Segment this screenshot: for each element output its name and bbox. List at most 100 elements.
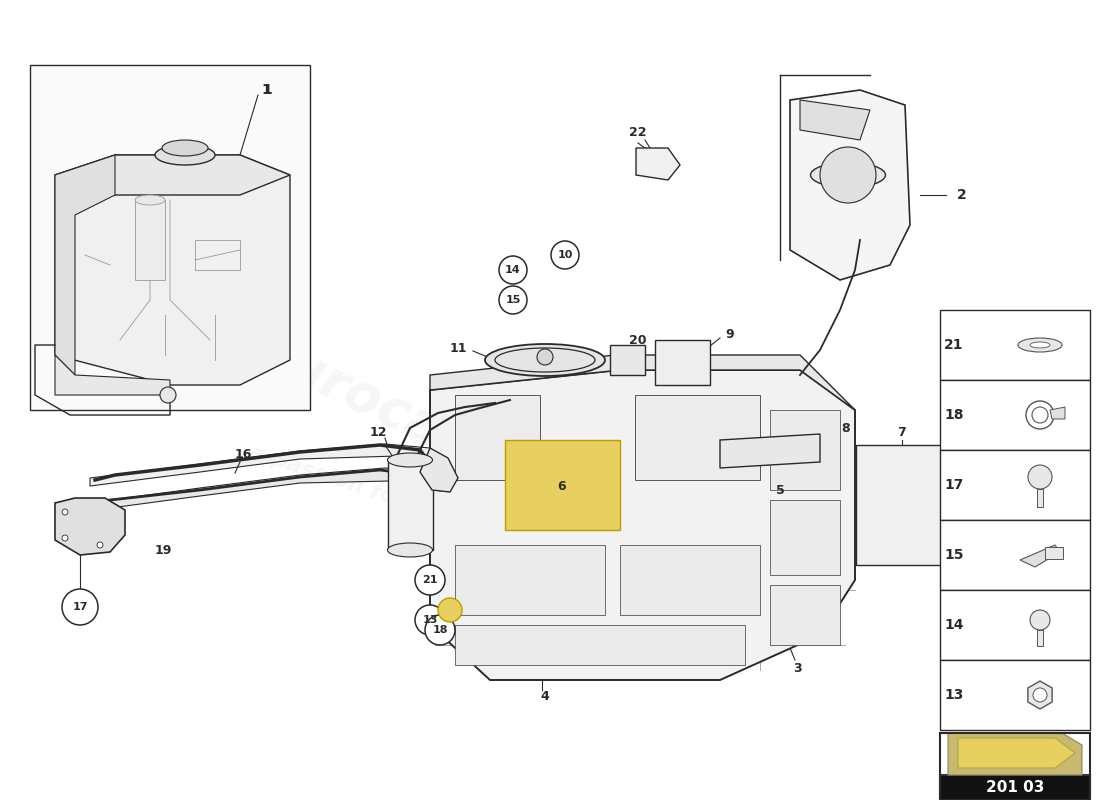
Text: 6: 6 xyxy=(558,481,566,494)
Polygon shape xyxy=(455,395,540,480)
Text: 1: 1 xyxy=(262,83,272,97)
Bar xyxy=(195,240,240,270)
Text: 21: 21 xyxy=(422,575,438,585)
Ellipse shape xyxy=(387,453,432,467)
Bar xyxy=(940,310,1090,380)
Polygon shape xyxy=(770,500,840,575)
Text: 15: 15 xyxy=(944,548,964,562)
Text: 1: 1 xyxy=(261,83,271,97)
Polygon shape xyxy=(55,155,290,385)
Circle shape xyxy=(1028,465,1052,489)
Text: 9: 9 xyxy=(726,329,735,342)
Text: 22: 22 xyxy=(629,126,647,139)
Circle shape xyxy=(430,620,450,640)
Circle shape xyxy=(415,565,446,595)
Polygon shape xyxy=(770,585,840,645)
Circle shape xyxy=(425,615,455,645)
Text: 14: 14 xyxy=(944,618,964,632)
Text: 20: 20 xyxy=(629,334,647,346)
Ellipse shape xyxy=(485,344,605,376)
Text: 12: 12 xyxy=(370,426,387,438)
Bar xyxy=(940,450,1090,520)
Text: 8: 8 xyxy=(842,422,850,434)
Circle shape xyxy=(537,349,553,365)
Bar xyxy=(1037,630,1043,646)
Polygon shape xyxy=(1050,407,1065,419)
Bar xyxy=(940,775,1090,800)
Bar xyxy=(1045,547,1063,559)
Circle shape xyxy=(499,256,527,284)
Bar xyxy=(30,65,310,410)
Polygon shape xyxy=(55,498,125,555)
Circle shape xyxy=(551,241,579,269)
Bar xyxy=(940,380,1090,450)
Polygon shape xyxy=(958,738,1075,768)
Text: 13: 13 xyxy=(944,688,964,702)
Polygon shape xyxy=(455,545,605,615)
Circle shape xyxy=(62,589,98,625)
Polygon shape xyxy=(430,370,855,680)
Polygon shape xyxy=(55,155,116,375)
Ellipse shape xyxy=(1018,338,1062,352)
Polygon shape xyxy=(55,355,170,395)
Polygon shape xyxy=(610,345,645,375)
Polygon shape xyxy=(654,340,710,385)
Text: 4: 4 xyxy=(540,690,549,703)
Text: 14: 14 xyxy=(505,265,520,275)
Polygon shape xyxy=(635,395,760,480)
Ellipse shape xyxy=(162,140,208,156)
Bar xyxy=(940,520,1090,590)
Polygon shape xyxy=(88,468,434,511)
Text: 21: 21 xyxy=(944,338,964,352)
Polygon shape xyxy=(790,90,910,280)
Circle shape xyxy=(499,286,527,314)
Circle shape xyxy=(62,509,68,515)
Text: 15: 15 xyxy=(505,295,520,305)
Text: 16: 16 xyxy=(234,449,252,462)
Text: 3: 3 xyxy=(794,662,802,674)
Ellipse shape xyxy=(155,145,214,165)
Polygon shape xyxy=(620,545,760,615)
Text: 7: 7 xyxy=(898,426,906,439)
Bar xyxy=(940,590,1090,660)
Polygon shape xyxy=(430,355,855,410)
Text: 11: 11 xyxy=(449,342,466,354)
Bar xyxy=(940,733,1090,800)
Text: 17: 17 xyxy=(944,478,964,492)
Ellipse shape xyxy=(387,543,432,557)
Ellipse shape xyxy=(1030,342,1050,348)
Text: 18: 18 xyxy=(944,408,964,422)
Bar xyxy=(1037,489,1043,507)
Text: 13: 13 xyxy=(422,615,438,625)
Text: 201 03: 201 03 xyxy=(986,780,1044,795)
Polygon shape xyxy=(720,434,820,468)
Polygon shape xyxy=(800,100,870,140)
Bar xyxy=(388,460,433,550)
Text: a passion for parts since 1985: a passion for parts since 1985 xyxy=(246,442,613,578)
Polygon shape xyxy=(90,444,430,486)
Text: eurocarparts: eurocarparts xyxy=(245,326,615,534)
Ellipse shape xyxy=(811,162,886,187)
Circle shape xyxy=(97,542,103,548)
Text: 18: 18 xyxy=(432,625,448,635)
Circle shape xyxy=(1030,610,1050,630)
Polygon shape xyxy=(1027,681,1052,709)
Polygon shape xyxy=(420,448,458,492)
Polygon shape xyxy=(455,625,745,665)
Bar xyxy=(135,200,165,280)
Text: 2: 2 xyxy=(957,188,967,202)
Circle shape xyxy=(415,605,446,635)
Text: 10: 10 xyxy=(558,250,573,260)
Bar xyxy=(940,660,1090,730)
Polygon shape xyxy=(505,440,620,530)
Text: 5: 5 xyxy=(776,483,784,497)
Circle shape xyxy=(438,598,462,622)
Circle shape xyxy=(1033,688,1047,702)
Polygon shape xyxy=(1020,545,1060,567)
Text: 17: 17 xyxy=(73,602,88,612)
Circle shape xyxy=(820,147,876,203)
Polygon shape xyxy=(856,445,950,565)
Polygon shape xyxy=(55,155,290,195)
Circle shape xyxy=(160,387,176,403)
Ellipse shape xyxy=(135,195,165,205)
